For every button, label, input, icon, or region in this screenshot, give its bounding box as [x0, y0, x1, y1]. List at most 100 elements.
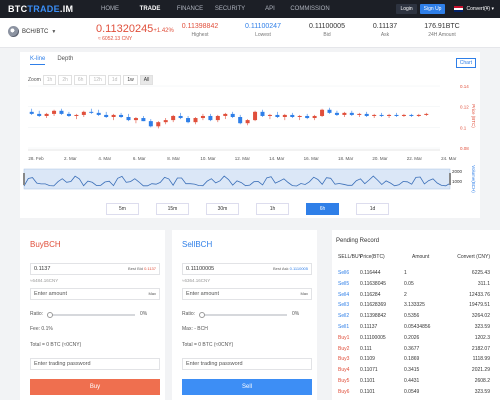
table-row[interactable]: Sell6 0.116444 1 6225.43: [332, 270, 500, 276]
sell-button[interactable]: Sell: [182, 379, 312, 395]
zoom-2h[interactable]: 2h: [58, 75, 72, 85]
currency-convert-dropdown[interactable]: Convert(¥) ▾: [466, 6, 494, 12]
cell-side: Sell1: [338, 324, 350, 330]
zoom-controls: Zoom 1h 2h 6h 12h 1d 1w All: [28, 75, 154, 85]
col-price: Price(BTC): [360, 254, 385, 260]
zoom-12h[interactable]: 12h: [89, 75, 106, 85]
nav-menu: HOME TRADE FINANCE SECURITY API COMMISSION: [90, 6, 330, 12]
table-row[interactable]: Sell2 0.11398842 0.5356 3264.02: [332, 313, 500, 319]
sell-max-line: Max: - BCH: [182, 326, 208, 332]
table-row[interactable]: Sell4 0.116284 2 12433.76: [332, 292, 500, 298]
candle-body: [156, 122, 161, 127]
table-row[interactable]: Sell3 0.11628369 3.133325 19479.51: [332, 302, 500, 308]
interval-1h[interactable]: 1h: [256, 203, 289, 215]
cell-price: 0.1101: [360, 388, 375, 395]
sell-total: Total = 0 BTC (≈0CNY): [182, 342, 234, 348]
interval-15m[interactable]: 15m: [156, 203, 189, 215]
candle-body: [364, 113, 369, 116]
table-row[interactable]: Buy3 0.1109 0.1869 1118.99: [332, 356, 500, 362]
zoom-label: Zoom: [28, 77, 41, 83]
buy-button[interactable]: Buy: [30, 379, 160, 395]
candle-body: [37, 113, 42, 116]
chevron-down-icon: ▼: [51, 28, 57, 35]
nav-item-finance[interactable]: FINANCE: [176, 6, 204, 12]
cell-side: Buy6: [338, 388, 350, 395]
uk-flag-icon[interactable]: [454, 6, 464, 12]
cell-amount: 0.05434856: [404, 324, 431, 330]
table-row[interactable]: Sell1 0.11137 0.05434856 323.59: [332, 324, 500, 330]
zoom-1h[interactable]: 1h: [42, 75, 57, 85]
price-change: +1.42%: [153, 28, 174, 34]
cell-convert: 1118.99: [472, 356, 490, 363]
nav-item-home[interactable]: HOME: [101, 6, 119, 12]
sell-amount-input[interactable]: Enter amount Max: [182, 288, 312, 300]
sell-ratio-slider[interactable]: [199, 312, 287, 318]
x-tick-label: 16. Mar: [304, 156, 320, 161]
zoom-1d[interactable]: 1d: [107, 75, 122, 85]
candle-body: [96, 112, 101, 115]
interval-1d[interactable]: 1d: [356, 203, 389, 215]
slider-knob[interactable]: [47, 312, 53, 318]
cell-price: 0.111: [360, 345, 372, 352]
candle-body: [52, 110, 57, 114]
candle-body: [327, 109, 332, 113]
candle-body: [394, 114, 399, 116]
buy-fee: Fee: 0.1%: [30, 326, 53, 332]
kline-chart[interactable]: 0.14 0.12 0.1 0.08 Price (BTC) 28. Feb 2. Mar 4…: [20, 52, 480, 200]
interval-6h[interactable]: 6h: [306, 203, 339, 215]
pair-selector[interactable]: BCH/BTC ▼: [8, 26, 56, 37]
table-row[interactable]: Sell5 0.11638045 0.05 311.1: [332, 281, 500, 287]
signup-button[interactable]: Sign Up: [419, 4, 446, 14]
cell-side: Sell2: [338, 313, 350, 320]
cell-convert: 1202.3: [474, 334, 490, 341]
buy-price-input[interactable]: 0.1137 Best Bid 0.1137: [30, 263, 160, 275]
tab-kline[interactable]: K-line: [30, 56, 46, 65]
candle-body: [59, 110, 64, 114]
table-row[interactable]: Buy4 0.11071 0.3415 2021.29: [332, 367, 500, 373]
navigator-handle-right: [449, 173, 451, 185]
table-row[interactable]: Buy2 0.111 0.3677 2182.07: [332, 346, 500, 352]
x-tick-label: 20. Mar: [372, 156, 388, 161]
x-tick-label: 28. Feb: [28, 156, 44, 161]
sell-password-input[interactable]: Enter trading password: [182, 358, 312, 370]
candle-body: [44, 113, 49, 116]
nav-item-security[interactable]: SECURITY: [214, 6, 246, 12]
buy-password-input[interactable]: Enter trading password: [30, 358, 160, 370]
candle-body: [260, 111, 265, 116]
candle-body: [163, 120, 168, 123]
best-bid-tag: Best Bid 0.1137: [128, 266, 156, 271]
table-row[interactable]: Buy5 0.1101 0.4431 2608.2: [332, 378, 500, 384]
nav-item-commission[interactable]: COMMISSION: [290, 6, 330, 12]
candle-body: [193, 118, 198, 123]
table-row[interactable]: Buy1 0.11100005 0.2026 1202.3: [332, 335, 500, 341]
sell-price-input[interactable]: 0.11100005 Best Ask 0.1110005: [182, 263, 312, 275]
col-amount: Amount: [412, 254, 430, 260]
interval-30m[interactable]: 30m: [206, 203, 239, 215]
buy-ratio-pct: 0%: [140, 311, 148, 317]
bch-coin-icon: [8, 26, 19, 37]
zoom-6h[interactable]: 6h: [73, 75, 88, 85]
nav-item-api[interactable]: API: [265, 6, 275, 12]
table-row[interactable]: Buy6 0.1101 0.0549 323.59: [332, 389, 500, 395]
candle-body: [387, 114, 392, 116]
buy-amount-input[interactable]: Enter amount Max: [30, 288, 160, 300]
zoom-all[interactable]: All: [139, 75, 154, 85]
stat-value: 0.11398842: [181, 23, 219, 30]
buy-ratio-slider[interactable]: [47, 312, 135, 318]
candle-body: [342, 112, 347, 115]
volume-line: [23, 175, 451, 187]
chart-panel: K-line Depth Chart Zoom 1h 2h 6h 12h 1d 1w All…: [20, 52, 480, 218]
buy-max-button[interactable]: Max: [148, 291, 156, 296]
interval-5m[interactable]: 5m: [106, 203, 139, 215]
slider-knob[interactable]: [199, 312, 205, 318]
buy-ratio-label: Ratio:: [30, 311, 44, 317]
sell-max-button[interactable]: Max: [300, 291, 308, 296]
cell-price: 0.116284: [360, 291, 381, 298]
chart-button[interactable]: Chart: [455, 58, 476, 68]
zoom-1w[interactable]: 1w: [123, 75, 138, 85]
logo[interactable]: BTCTRADE.IM: [8, 4, 74, 14]
login-button[interactable]: Login: [396, 4, 417, 14]
stat-label: Ask: [380, 32, 390, 38]
nav-item-trade[interactable]: TRADE: [139, 6, 161, 12]
tab-depth[interactable]: Depth: [57, 56, 74, 62]
